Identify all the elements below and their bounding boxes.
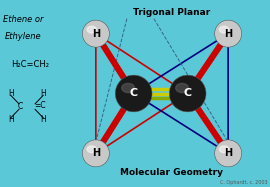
Ellipse shape bbox=[215, 20, 242, 47]
Text: Ethylene: Ethylene bbox=[5, 32, 41, 41]
Text: C: C bbox=[184, 88, 192, 99]
Text: H: H bbox=[92, 29, 100, 39]
Text: H₂C=CH₂: H₂C=CH₂ bbox=[11, 60, 49, 69]
Ellipse shape bbox=[215, 140, 242, 167]
Text: H: H bbox=[40, 89, 46, 98]
Text: C: C bbox=[18, 102, 23, 111]
Ellipse shape bbox=[176, 83, 188, 93]
Text: H: H bbox=[8, 89, 14, 98]
Ellipse shape bbox=[82, 20, 109, 47]
Ellipse shape bbox=[219, 26, 229, 33]
Text: Ethene or: Ethene or bbox=[3, 15, 43, 24]
Ellipse shape bbox=[82, 140, 109, 167]
Text: =C: =C bbox=[34, 101, 45, 110]
Text: H: H bbox=[224, 148, 232, 158]
Text: H: H bbox=[224, 29, 232, 39]
Text: Trigonal Planar: Trigonal Planar bbox=[133, 8, 210, 17]
Text: H: H bbox=[40, 115, 46, 124]
Ellipse shape bbox=[219, 146, 229, 153]
Ellipse shape bbox=[169, 75, 206, 112]
Text: H: H bbox=[8, 115, 14, 124]
Ellipse shape bbox=[87, 26, 97, 33]
Ellipse shape bbox=[115, 75, 152, 112]
Text: H: H bbox=[92, 148, 100, 158]
Ellipse shape bbox=[122, 83, 134, 93]
Text: C. Ophardt, c. 2003: C. Ophardt, c. 2003 bbox=[220, 180, 267, 185]
Ellipse shape bbox=[87, 146, 97, 153]
Text: C: C bbox=[130, 88, 138, 99]
Text: Molecular Geometry: Molecular Geometry bbox=[120, 168, 223, 177]
